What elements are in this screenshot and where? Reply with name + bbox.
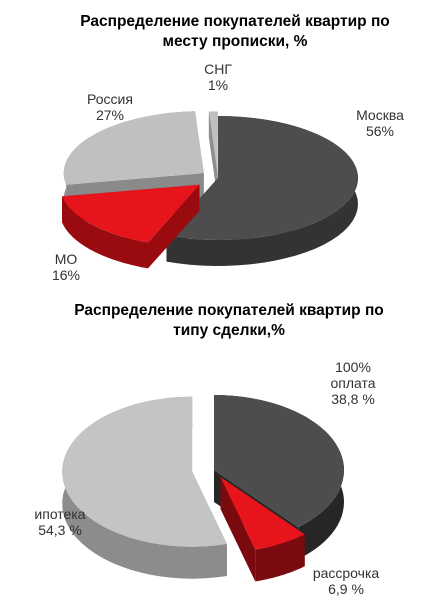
slice-мо [61,184,200,269]
chart-title: Распределение покупателей квартир по мес… [80,13,390,50]
slice-label-москва: Москва 56% [356,107,404,139]
slice-ипотека [62,396,227,579]
pie-chart-deal-type: 100% оплата 38,8 % рассрочка 6,9 % ипотека 54,… [34,359,380,597]
slice-рассрочка [220,477,305,582]
slice-снг [208,111,218,200]
chart-registration: Распределение покупателей квартир по мес… [0,0,422,290]
slice-label-рассрочка: рассрочка 6,9 % [313,565,380,597]
slice-label-россия: Россия 27% [87,91,133,123]
chart-title: Распределение покупателей квартир по тип… [74,302,384,339]
slice-москва [166,116,358,266]
slice-label-мо: МО 16% [52,251,80,283]
chart-deal-type: Распределение покупателей квартир по тип… [0,295,422,607]
slice-label-ипотека: ипотека 54,3 % [34,506,85,538]
slice-label-снг: СНГ 1% [204,61,232,93]
pie-chart-registration: Москва 56% МО 16% Россия 27% СНГ 1% [52,61,404,283]
slice-label-100-оплата: 100% оплата 38,8 % [330,359,375,407]
